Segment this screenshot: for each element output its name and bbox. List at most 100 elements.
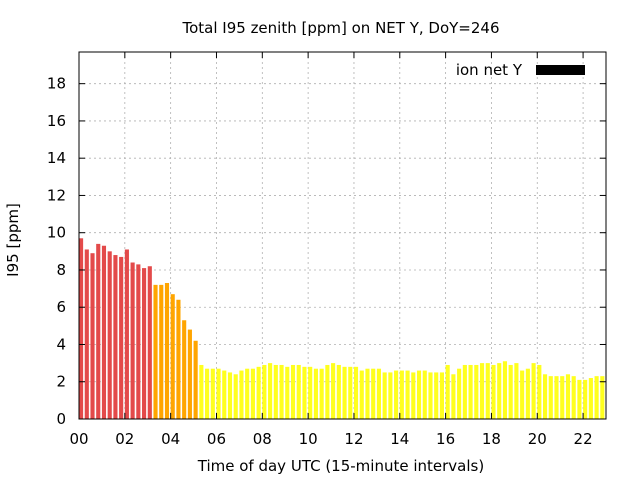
bar — [445, 364, 450, 419]
bar — [273, 364, 278, 419]
bar — [336, 364, 341, 419]
bar — [113, 255, 118, 419]
bar — [439, 372, 445, 419]
bar — [84, 249, 89, 419]
bar — [233, 374, 238, 419]
y-tick-label: 2 — [56, 373, 66, 391]
bar — [222, 370, 227, 419]
bar — [491, 364, 496, 419]
bar — [153, 284, 158, 419]
plot-frame — [78, 51, 607, 420]
x-tick-label: 12 — [344, 430, 363, 448]
y-tick-label: 10 — [47, 224, 66, 242]
bar — [107, 251, 112, 419]
bar — [348, 366, 353, 419]
bar — [279, 364, 284, 419]
bar — [290, 364, 296, 419]
bar — [565, 374, 571, 419]
bar — [164, 283, 170, 419]
bars — [79, 238, 605, 419]
legend-swatch — [536, 65, 585, 75]
y-tick-label: 14 — [47, 149, 66, 167]
y-tick-label: 18 — [47, 75, 66, 93]
bar — [256, 366, 261, 419]
y-tick-label: 16 — [47, 112, 66, 130]
x-tick-label: 10 — [299, 430, 318, 448]
bar — [90, 253, 95, 419]
bar — [554, 376, 559, 419]
x-tick-label: 14 — [390, 430, 409, 448]
bar — [502, 361, 508, 419]
x-tick-label: 00 — [69, 430, 88, 448]
bar — [479, 363, 485, 419]
bar — [147, 266, 152, 419]
bar — [239, 370, 244, 419]
bar — [451, 374, 456, 419]
x-tick-label: 18 — [482, 430, 501, 448]
bar — [193, 340, 198, 419]
bar — [216, 368, 221, 419]
bar — [376, 368, 381, 419]
y-tick-label: 4 — [56, 335, 66, 353]
bar — [537, 364, 542, 419]
chart-title: Total I95 zenith [ppm] on NET Y, DoY=246 — [181, 19, 499, 37]
x-tick-label: 20 — [528, 430, 547, 448]
legend-label: ion net Y — [456, 61, 523, 79]
bar — [411, 372, 416, 419]
x-tick-label: 06 — [207, 430, 226, 448]
bar — [394, 370, 399, 419]
bar — [170, 294, 175, 419]
bar — [514, 363, 519, 419]
bar — [371, 368, 376, 419]
bar — [548, 376, 553, 419]
x-tick-label: 16 — [436, 430, 455, 448]
bar — [474, 364, 479, 419]
bar — [159, 284, 164, 419]
bar — [96, 243, 101, 419]
bar — [382, 372, 387, 419]
bar — [182, 320, 187, 419]
bar — [205, 368, 210, 419]
bar — [325, 364, 330, 419]
bar — [331, 363, 336, 419]
bar — [422, 370, 427, 419]
y-tick-label: 12 — [47, 186, 66, 204]
legend: ion net Y — [456, 61, 585, 79]
bar — [594, 376, 599, 419]
bar — [583, 379, 588, 419]
bar — [296, 364, 301, 419]
x-tick-label: 02 — [115, 430, 134, 448]
y-axis-label: I95 [ppm] — [4, 203, 22, 277]
bar — [560, 376, 565, 419]
bar — [531, 363, 536, 419]
bar — [353, 366, 359, 419]
bar — [124, 249, 129, 419]
bar — [365, 368, 370, 419]
bar — [262, 364, 267, 419]
bar — [342, 366, 347, 419]
bar — [428, 372, 433, 419]
bar — [130, 262, 135, 419]
y-tick-label: 0 — [56, 410, 66, 428]
bar — [405, 370, 410, 419]
bar — [302, 366, 307, 419]
bar — [600, 376, 605, 419]
bar — [462, 364, 467, 419]
bar — [497, 363, 502, 419]
y-tick-label: 6 — [56, 298, 66, 316]
bar — [388, 372, 393, 419]
x-axis-label: Time of day UTC (15-minute intervals) — [197, 457, 484, 475]
bar — [268, 363, 273, 419]
bar — [457, 368, 462, 419]
bar — [416, 370, 422, 419]
bar — [571, 376, 576, 419]
bar — [399, 370, 404, 419]
bar — [250, 368, 255, 419]
bar — [142, 268, 147, 419]
bar — [468, 364, 473, 419]
bar — [285, 366, 290, 419]
bar — [176, 299, 181, 419]
bar — [319, 368, 324, 419]
